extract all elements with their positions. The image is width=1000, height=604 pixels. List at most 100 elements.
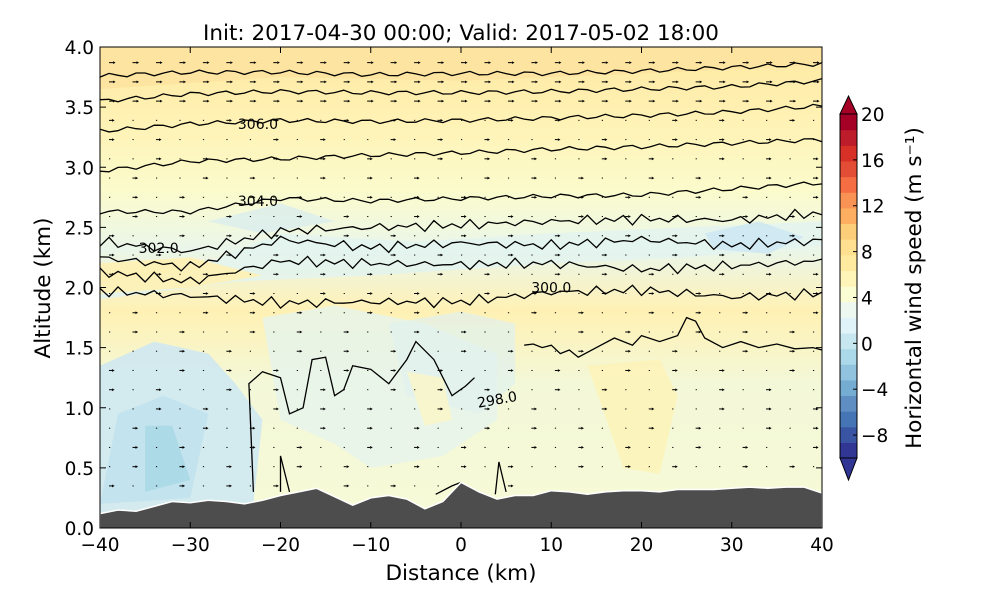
wind-vector-head — [230, 99, 233, 103]
wind-vector-head — [815, 272, 819, 276]
wind-vector-head — [440, 272, 444, 276]
wind-vector-head — [276, 253, 279, 257]
wind-vector-head — [722, 272, 725, 276]
wind-vector-head — [323, 157, 326, 161]
wind-vector-head — [299, 311, 303, 315]
wind-vector-head — [698, 426, 702, 430]
wind-vector-head — [135, 426, 139, 430]
wind-vector-head — [418, 99, 421, 103]
wind-vector-head — [158, 388, 162, 392]
wind-vector-head — [605, 80, 609, 84]
wind-vector-head — [299, 446, 303, 449]
colorbar-swatch — [840, 239, 857, 256]
wind-vector-head — [441, 99, 445, 103]
colorbar-swatch — [840, 145, 857, 162]
wind-vector-head — [417, 330, 420, 334]
wind-vector-head — [676, 99, 679, 103]
wind-vector-head — [558, 99, 562, 103]
wind-vector-head — [135, 195, 139, 199]
wind-vector-head — [135, 215, 139, 218]
wind-vector-head — [440, 253, 444, 257]
wind-vector-head — [698, 195, 702, 199]
x-tick-label: −10 — [351, 535, 390, 556]
wind-vector-head — [604, 407, 608, 411]
wind-vector-head — [393, 138, 397, 141]
wind-vector-head — [370, 272, 373, 276]
wind-vector-head — [441, 61, 445, 65]
contour-label: 306.0 — [238, 117, 278, 133]
colorbar-frame — [839, 113, 858, 459]
wind-vector-head — [722, 369, 725, 372]
wind-vector-head — [229, 349, 232, 353]
wind-vector-head — [769, 176, 772, 180]
wind-vector-head — [182, 234, 186, 238]
wind-vector-head — [277, 61, 280, 65]
wind-vector-head — [511, 61, 515, 65]
wind-vector-head — [324, 99, 327, 103]
wind-vector-head — [675, 234, 678, 238]
wind-vector-head — [347, 99, 351, 103]
wind-vector-head — [793, 99, 797, 103]
wind-vector-head — [370, 176, 373, 180]
wind-vector-head — [604, 138, 608, 141]
wind-vector-head — [323, 272, 326, 276]
wind-vector-head — [135, 176, 139, 180]
wind-vector-head — [112, 138, 115, 141]
wind-vector-head — [112, 234, 115, 238]
wind-vector-head — [629, 80, 632, 84]
wind-vector-head — [323, 292, 326, 295]
wind-vector-head — [393, 369, 397, 372]
wind-vector-head — [792, 234, 796, 238]
wind-vector-head — [300, 80, 304, 84]
x-tick-label: −30 — [171, 535, 210, 556]
colorbar-min-extend — [839, 457, 858, 482]
chart-title: Init: 2017-04-30 00:00; Valid: 2017-05-0… — [203, 21, 719, 46]
wind-vector-head — [770, 61, 773, 65]
wind-vector-head — [534, 407, 537, 411]
wind-vector-head — [488, 80, 492, 84]
wind-vector-head — [815, 157, 819, 161]
wind-vector-head — [629, 99, 632, 103]
wind-vector-head — [417, 446, 420, 449]
wind-vector-head — [487, 388, 491, 392]
wind-vector-head — [393, 349, 397, 353]
wind-vector-head — [488, 61, 492, 65]
colorbar-tick-label: −4 — [861, 380, 888, 401]
wind-vector-head — [487, 407, 491, 411]
wind-vector-head — [698, 446, 702, 449]
colorbar-swatch — [840, 301, 857, 318]
wind-vector-head — [510, 234, 514, 238]
y-tick-label: 0.5 — [65, 459, 94, 480]
wind-vector-head — [135, 465, 139, 469]
theta-298-contour — [524, 316, 822, 358]
x-tick-label: −40 — [80, 535, 119, 556]
colorbar-swatch — [840, 317, 857, 334]
wind-vector-head — [652, 80, 656, 84]
wind-vector-head — [698, 292, 702, 295]
colorbar-swatch — [840, 192, 857, 209]
wind-vector-head — [769, 407, 772, 411]
colorbar-swatch — [840, 129, 857, 146]
wind-vector-head — [815, 176, 819, 180]
wind-vector-head — [792, 330, 796, 334]
wind-vector-head — [722, 118, 725, 122]
wind-vector-head — [722, 138, 725, 141]
wind-vector-head — [769, 388, 772, 392]
wind-vector-head — [745, 446, 749, 449]
wind-vector-head — [769, 157, 772, 161]
wind-vector-head — [112, 118, 115, 122]
wind-vector-head — [581, 176, 584, 180]
wind-vector-head — [816, 80, 820, 84]
wind-vector-head — [722, 157, 725, 161]
wind-vector-head — [815, 407, 819, 411]
colorbar-tick-label: 20 — [861, 105, 885, 126]
colorbar-swatch — [840, 176, 857, 193]
wind-vector-head — [581, 215, 584, 218]
wind-vector-head — [135, 330, 139, 334]
wind-vector-head — [651, 311, 655, 315]
wind-vector-head — [604, 157, 608, 161]
wind-vector-head — [393, 484, 397, 488]
wind-vector-head — [745, 465, 749, 469]
theta-isentrope — [100, 284, 822, 310]
terrain-silhouette — [100, 481, 822, 528]
